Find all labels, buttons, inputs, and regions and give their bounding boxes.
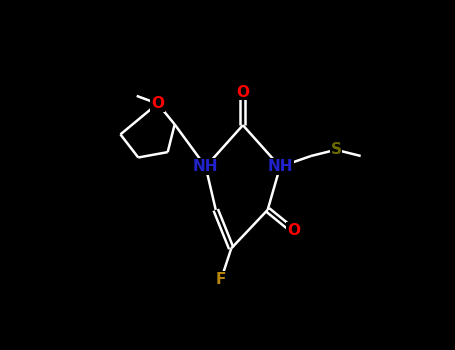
Text: O: O [151, 96, 164, 111]
Text: S: S [330, 142, 341, 157]
Text: O: O [287, 223, 300, 238]
Text: NH: NH [193, 159, 218, 174]
Text: O: O [237, 85, 249, 99]
Text: NH: NH [268, 159, 293, 174]
Text: F: F [216, 272, 227, 287]
